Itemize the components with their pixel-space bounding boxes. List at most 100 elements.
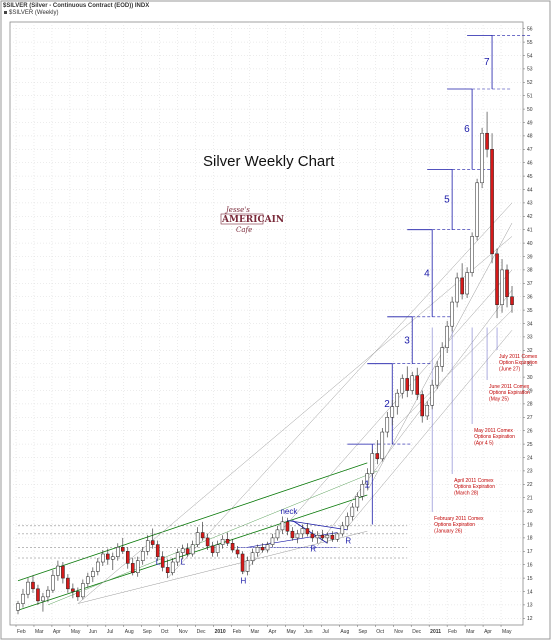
chart-title: Silver Weekly Chart bbox=[203, 153, 335, 170]
y-tick-label: 42 bbox=[527, 214, 533, 220]
candle-up bbox=[340, 525, 345, 535]
candle-down bbox=[240, 553, 245, 572]
candle-down bbox=[510, 296, 514, 305]
y-tick-label: 23 bbox=[527, 469, 533, 475]
x-tick-label: Apr bbox=[269, 629, 277, 635]
x-tick-label: Nov bbox=[394, 629, 403, 635]
candle-up bbox=[86, 576, 90, 584]
candle-down bbox=[495, 253, 499, 305]
y-tick-label: 33 bbox=[527, 335, 533, 341]
candle-down bbox=[125, 551, 130, 564]
trend-fan-line bbox=[367, 222, 513, 492]
x-tick-label: Nov bbox=[179, 629, 188, 635]
trend-fan-line bbox=[317, 289, 513, 547]
candle-up bbox=[430, 384, 434, 406]
candle-down bbox=[106, 553, 110, 560]
candle-down bbox=[31, 581, 35, 590]
y-tick-label: 28 bbox=[527, 402, 533, 408]
y-tick-label: 13 bbox=[527, 603, 533, 609]
expiry-note-line: May 2011 Comex bbox=[474, 428, 513, 434]
y-tick-label: 49 bbox=[527, 120, 533, 126]
candle-down bbox=[420, 394, 424, 417]
candle-up bbox=[345, 516, 350, 527]
y-tick-label: 12 bbox=[527, 616, 533, 622]
legend: $SILVER (Weekly) bbox=[4, 10, 58, 16]
candle-down bbox=[205, 537, 210, 547]
candle-down bbox=[505, 269, 509, 297]
x-tick-label: May bbox=[502, 629, 512, 635]
trend-fan-line bbox=[167, 202, 513, 579]
candle-down bbox=[200, 532, 205, 539]
x-tick-label: Sep bbox=[143, 629, 152, 635]
y-tick-label: 43 bbox=[527, 201, 533, 207]
candle-up bbox=[16, 603, 20, 611]
x-tick-label: Apr bbox=[53, 629, 61, 635]
candle-up bbox=[445, 325, 449, 348]
symbol-header: $SILVER (Silver - Continuous Contract (E… bbox=[3, 3, 149, 9]
candle-down bbox=[490, 149, 494, 255]
candle-up bbox=[400, 378, 405, 394]
candle-down bbox=[61, 565, 65, 579]
candle-down bbox=[330, 534, 335, 540]
y-tick-label: 24 bbox=[527, 455, 533, 461]
candle-up bbox=[81, 583, 85, 598]
expiry-note-line: (January 26) bbox=[434, 528, 462, 534]
y-tick-label: 31 bbox=[527, 362, 533, 368]
candle-up bbox=[101, 553, 105, 563]
candle-up bbox=[500, 269, 504, 305]
plot-area bbox=[9, 21, 524, 626]
candle-up bbox=[245, 560, 250, 572]
price-candles bbox=[16, 111, 514, 615]
candle-down bbox=[285, 521, 290, 532]
wave-label-3: 3 bbox=[404, 335, 410, 346]
candle-up bbox=[255, 547, 260, 553]
support-line bbox=[77, 530, 368, 604]
candle-up bbox=[41, 596, 45, 602]
pattern-label-h: H bbox=[241, 576, 247, 585]
x-axis-ticks: Feb Mar Apr May Jun Jul Aug Sep Oct Nov Dec 2010 Feb… bbox=[15, 625, 512, 635]
y-tick-label: 53 bbox=[527, 67, 533, 73]
candle-down bbox=[405, 378, 410, 391]
expiry-note-line: Options Expiration bbox=[454, 484, 495, 490]
x-tick-label: Feb bbox=[233, 629, 242, 635]
x-tick-label: Dec bbox=[197, 629, 206, 635]
wave-label-6: 6 bbox=[464, 124, 470, 135]
candle-up bbox=[385, 417, 390, 433]
y-tick-label: 44 bbox=[527, 187, 533, 193]
expiry-note-line: February 2011 Comex bbox=[434, 516, 484, 522]
candle-up bbox=[220, 538, 225, 545]
expiry-note-line: (May 25) bbox=[489, 396, 509, 402]
expiry-note-line: (June 27) bbox=[499, 366, 520, 372]
candle-up bbox=[465, 272, 469, 295]
candle-up bbox=[140, 551, 145, 561]
candle-up bbox=[180, 548, 185, 553]
candle-down bbox=[415, 375, 419, 395]
candle-down bbox=[305, 528, 310, 535]
y-tick-label: 30 bbox=[527, 375, 533, 381]
y-tick-label: 20 bbox=[527, 509, 533, 515]
candle-up bbox=[470, 236, 474, 273]
candle-down bbox=[230, 543, 235, 551]
candle-up bbox=[145, 540, 150, 552]
candle-up bbox=[21, 593, 25, 604]
expiry-note-line: July 2011 Comex bbox=[499, 354, 538, 360]
candle-down bbox=[71, 588, 75, 592]
y-tick-label: 56 bbox=[527, 27, 533, 33]
candle-up bbox=[116, 547, 120, 557]
x-tick-label: May bbox=[286, 629, 296, 635]
y-axis-ticks: 12 13 14 15 16 17 18 19 20 21 22 23 24 25 26 27 28 29 30 31… bbox=[523, 27, 533, 622]
y-tick-label: 48 bbox=[527, 134, 533, 140]
y-tick-label: 32 bbox=[527, 348, 533, 354]
y-tick-label: 34 bbox=[527, 321, 533, 327]
y-tick-label: 46 bbox=[527, 161, 533, 167]
candle-down bbox=[120, 547, 125, 552]
candle-down bbox=[160, 556, 165, 568]
wave-label-2: 2 bbox=[384, 399, 390, 410]
legend-swatch bbox=[4, 11, 7, 14]
candle-down bbox=[235, 549, 240, 555]
candle-down bbox=[36, 588, 40, 602]
candle-up bbox=[315, 534, 320, 539]
y-tick-label: 52 bbox=[527, 80, 533, 86]
